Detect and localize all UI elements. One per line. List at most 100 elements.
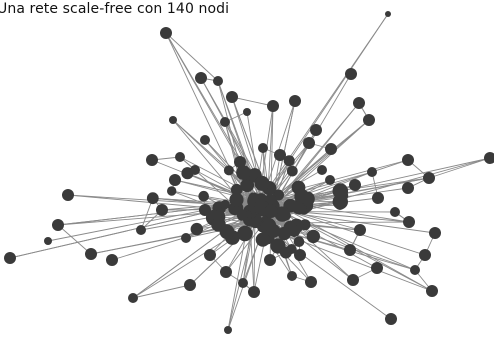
network-node	[306, 229, 320, 244]
network-node	[287, 271, 297, 281]
network-node	[266, 224, 281, 238]
network-node	[371, 262, 383, 274]
network-node	[385, 313, 397, 325]
network-node	[146, 192, 159, 205]
network-node	[402, 182, 414, 194]
network-edge	[165, 32, 251, 212]
network-node	[325, 143, 337, 155]
network-edge	[57, 224, 92, 255]
network-node	[484, 152, 494, 164]
network-node	[267, 100, 279, 112]
network-node	[254, 175, 270, 191]
network-node	[294, 249, 306, 261]
network-node	[264, 254, 276, 266]
network-node	[184, 279, 196, 291]
network-node	[236, 209, 248, 221]
network-node	[363, 114, 375, 126]
network-node	[234, 156, 246, 168]
network-node	[402, 154, 414, 166]
network-node	[44, 237, 52, 245]
network-node	[403, 216, 415, 228]
network-node	[286, 165, 298, 177]
network-edge	[231, 96, 274, 107]
network-node	[106, 254, 118, 266]
network-edge	[428, 157, 491, 179]
network-node	[288, 225, 301, 238]
network-edge	[263, 208, 436, 234]
network-node	[146, 154, 158, 166]
network-node	[85, 248, 97, 260]
network-node	[258, 143, 268, 153]
network-node	[167, 186, 177, 196]
network-node	[274, 206, 290, 222]
network-edge	[260, 13, 389, 200]
network-node	[237, 225, 253, 242]
network-node	[156, 204, 168, 216]
network-node	[224, 326, 232, 334]
figure-caption: Una rete scale-free con 140 nodi	[0, 1, 230, 17]
network-node	[4, 252, 16, 264]
network-node	[181, 167, 194, 180]
network-node	[220, 266, 232, 278]
network-edge	[242, 223, 256, 284]
network-node	[332, 183, 349, 199]
network-node	[310, 124, 322, 136]
network-node	[349, 179, 361, 191]
network-node	[317, 165, 327, 175]
network-node	[240, 178, 255, 193]
network-edge	[217, 80, 263, 209]
network-node	[236, 165, 251, 181]
node-layer	[4, 11, 494, 334]
network-node	[347, 274, 359, 286]
network-node	[410, 265, 420, 275]
network-node	[160, 27, 172, 39]
network-node	[169, 174, 181, 186]
network-node	[286, 244, 297, 254]
network-node	[419, 249, 431, 261]
network-node	[264, 204, 278, 218]
network-node	[52, 219, 64, 231]
network-node	[289, 95, 301, 107]
network-node	[223, 165, 234, 176]
network-node	[426, 285, 438, 297]
network-node	[220, 117, 230, 127]
network-node	[303, 137, 315, 149]
network-node	[385, 11, 391, 17]
network-edge	[57, 208, 263, 226]
network-node	[325, 175, 335, 185]
network-node	[181, 233, 191, 243]
network-node	[190, 222, 203, 236]
network-node	[248, 286, 260, 298]
network-node	[238, 278, 248, 288]
network-node	[423, 172, 435, 184]
network-node	[372, 192, 384, 204]
network-node	[213, 76, 223, 86]
network-node	[195, 72, 207, 84]
network-node	[204, 249, 216, 261]
network-node	[353, 97, 365, 109]
network-node	[354, 224, 366, 236]
network-node	[200, 135, 210, 145]
network-node	[344, 244, 356, 256]
network-node	[243, 108, 251, 116]
network-node	[390, 207, 400, 217]
network-node	[198, 190, 209, 202]
network-node	[219, 224, 235, 240]
network-edge	[132, 284, 191, 299]
network-node	[175, 152, 185, 162]
network-node	[136, 225, 146, 235]
network-edge	[270, 171, 373, 201]
network-node	[220, 199, 230, 210]
network-node	[429, 227, 441, 239]
network-edge	[246, 111, 263, 209]
network-node	[274, 149, 286, 161]
network-node	[230, 183, 243, 196]
network-node	[367, 167, 377, 177]
network-node	[345, 68, 357, 80]
network-node	[62, 189, 74, 201]
network-node	[226, 91, 238, 103]
network-node	[277, 226, 291, 241]
network-node	[283, 155, 295, 167]
network-node	[229, 192, 244, 207]
